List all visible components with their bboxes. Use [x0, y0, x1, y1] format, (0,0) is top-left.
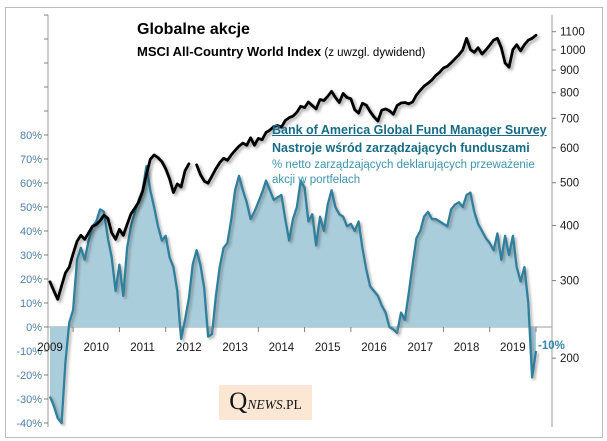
chart-subtitle-index-name: MSCI All-Country World Index: [137, 44, 322, 59]
chart-subtitle-note: (z uwzgl. dywidend): [321, 47, 426, 59]
x-axis-year-label: 2017: [407, 342, 433, 354]
qnews-logo-news: NEWS: [247, 397, 283, 412]
x-axis-year-label: 2009: [37, 342, 63, 354]
x-axis-year-label: 2010: [83, 342, 109, 354]
left-axis-label: 20%: [20, 274, 42, 286]
right-axis-label: 700: [560, 113, 579, 125]
last-value-callout: -10%: [538, 340, 565, 352]
qnews-logo: Q NEWS .PL: [219, 385, 312, 420]
chart-title: Globalne akcje: [137, 21, 250, 38]
left-axis-label: 80%: [20, 130, 42, 142]
x-axis-year-label: 2018: [454, 342, 480, 354]
x-axis-year-label: 2014: [269, 342, 295, 354]
qnews-logo-q: Q: [229, 388, 248, 415]
x-axis-year-label: 2019: [500, 342, 526, 354]
left-axis-label: -40%: [16, 418, 42, 430]
figure-border: [5, 7, 603, 438]
left-axis-label: -20%: [16, 370, 42, 382]
survey-annotation: Bank of America Global Fund Manager Surv…: [272, 124, 547, 189]
right-axis-label: 300: [560, 276, 579, 288]
x-axis-year-label: 2015: [315, 342, 341, 354]
left-axis-label: 40%: [20, 226, 42, 238]
left-axis-label: 30%: [20, 250, 42, 262]
right-axis-label: 500: [560, 178, 579, 190]
fms-area-fill: [50, 166, 536, 423]
right-axis-label: 1100: [560, 27, 585, 39]
right-axis-label: 800: [560, 88, 579, 100]
survey-annotation-desc-line1: % netto zarządzających deklarujących prz…: [272, 159, 535, 171]
x-axis-year-label: 2012: [176, 342, 202, 354]
left-axis-label: 70%: [20, 154, 42, 166]
msci-line-segment-2: [195, 33, 538, 185]
right-axis-label: 400: [560, 220, 579, 232]
left-axis-label: 50%: [20, 202, 42, 214]
left-axis-label: 60%: [20, 178, 42, 190]
msci-line-segment-1: [48, 153, 191, 301]
qnews-logo-pl: .PL: [282, 397, 302, 412]
right-axis-label: 900: [560, 65, 579, 77]
survey-annotation-subtitle: Nastroje wśród zarządzających funduszami: [272, 140, 530, 155]
fms-line: [48, 165, 538, 425]
x-axis-year-label: 2016: [361, 342, 387, 354]
right-axis-label: 200: [560, 353, 579, 365]
survey-annotation-desc-line2: akcji w portfelach: [272, 173, 361, 186]
left-axis-label: -30%: [16, 394, 42, 406]
left-axis-label: 0%: [26, 322, 42, 334]
survey-annotation-title: Bank of America Global Fund Manager Surv…: [272, 123, 547, 137]
chart-subtitle: MSCI All-Country World Index (z uwzgl. d…: [137, 44, 425, 59]
x-axis-year-label: 2011: [130, 342, 155, 354]
x-axis-year-label: 2013: [222, 342, 248, 354]
right-axis-label: 1000: [560, 45, 586, 57]
right-axis-label: 600: [560, 143, 579, 155]
left-axis-label: -10%: [16, 346, 42, 358]
left-axis-label: 10%: [20, 298, 42, 310]
